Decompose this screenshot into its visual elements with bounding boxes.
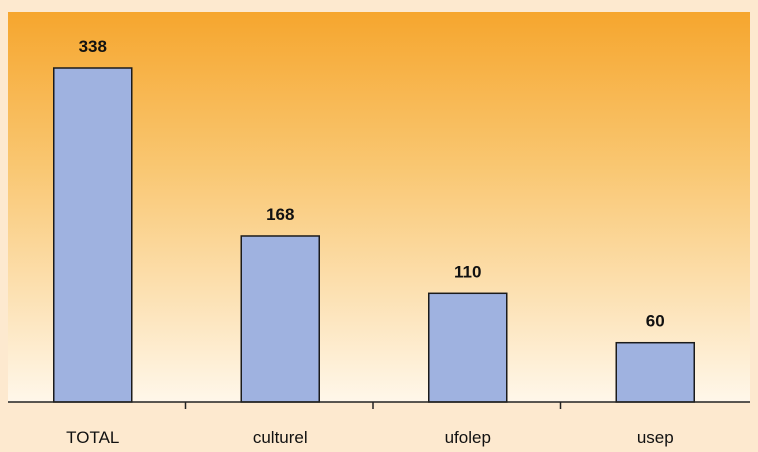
- value-label-total: 338: [79, 37, 107, 56]
- x-axis-ticks-layer: [186, 402, 561, 409]
- value-label-ufolep: 110: [454, 262, 481, 281]
- bar-total: [54, 68, 132, 402]
- category-labels-layer: TOTAL culturel ufolep usep: [66, 428, 674, 447]
- bar-culturel: [241, 236, 319, 402]
- category-label-ufolep: ufolep: [445, 428, 491, 447]
- value-label-usep: 60: [646, 312, 665, 331]
- category-label-total: TOTAL: [66, 428, 119, 447]
- bar-usep: [616, 343, 694, 402]
- category-label-usep: usep: [637, 428, 674, 447]
- bar-ufolep: [429, 293, 507, 402]
- category-label-culturel: culturel: [253, 428, 308, 447]
- value-label-culturel: 168: [266, 205, 294, 224]
